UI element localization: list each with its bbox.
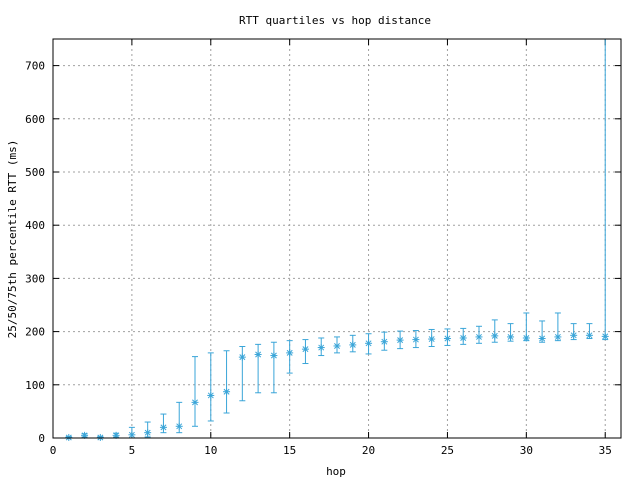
median-marker — [207, 391, 215, 399]
data-point-hop-13 — [254, 343, 262, 394]
data-point-hop-2 — [81, 431, 89, 439]
data-point-hop-9 — [191, 356, 199, 427]
y-tick-label: 400 — [25, 219, 45, 232]
data-point-hop-33 — [570, 323, 578, 341]
x-tick-label: 25 — [441, 444, 454, 457]
y-tick-label: 700 — [25, 60, 45, 73]
median-marker — [349, 341, 357, 349]
median-marker — [396, 336, 404, 344]
x-tick-label: 0 — [50, 444, 57, 457]
median-marker — [507, 333, 515, 341]
median-marker — [380, 338, 388, 346]
data-point-hop-3 — [96, 433, 104, 441]
y-tick-label: 200 — [25, 326, 45, 339]
data-point-hop-7 — [159, 413, 167, 434]
data-point-hop-14 — [270, 341, 278, 394]
median-marker — [428, 335, 436, 343]
data-point-hop-18 — [333, 336, 341, 354]
data-point-hop-30 — [522, 312, 530, 342]
data-point-hop-25 — [443, 328, 451, 346]
median-marker — [570, 331, 578, 339]
median-marker — [475, 333, 483, 341]
y-tick-labels: 0 100 200 300 400 500 600 700 — [25, 60, 45, 445]
x-tick-label: 30 — [520, 444, 533, 457]
plot-frame — [52, 38, 622, 439]
y-tick-label: 600 — [25, 113, 45, 126]
median-marker — [491, 332, 499, 340]
data-point-hop-20 — [365, 333, 373, 355]
median-marker — [412, 336, 420, 344]
median-marker — [159, 423, 167, 431]
data-point-hop-24 — [428, 328, 436, 347]
median-marker — [585, 331, 593, 339]
data-point-hop-17 — [317, 337, 325, 357]
data-point-hop-6 — [144, 421, 152, 438]
median-marker — [538, 335, 546, 343]
median-marker — [333, 342, 341, 350]
data-point-hop-15 — [286, 340, 294, 374]
median-marker — [317, 344, 325, 352]
y-tick-label: 0 — [38, 432, 45, 445]
x-tick-label: 20 — [362, 444, 375, 457]
median-marker — [65, 433, 73, 441]
axis-ticks — [52, 39, 621, 439]
y-tick-label: 100 — [25, 379, 45, 392]
median-marker — [96, 433, 104, 441]
data-point-hop-8 — [175, 401, 183, 434]
data-point-hop-23 — [412, 330, 420, 349]
data-point-hop-1 — [65, 433, 73, 441]
x-axis-label: hop — [326, 465, 346, 478]
y-tick-label: 500 — [25, 166, 45, 179]
data-point-hop-31 — [538, 320, 546, 343]
median-marker — [128, 431, 136, 439]
median-marker — [81, 431, 89, 439]
x-tick-label: 5 — [129, 444, 136, 457]
data-point-hop-29 — [507, 323, 515, 342]
data-point-hop-35 — [601, 39, 609, 341]
data-point-hop-34 — [585, 323, 593, 340]
median-marker — [443, 335, 451, 343]
x-tick-label: 35 — [599, 444, 612, 457]
median-marker — [254, 350, 262, 358]
x-tick-labels: 0 5 10 15 20 25 30 35 — [50, 444, 612, 457]
x-tick-label: 10 — [204, 444, 217, 457]
grid — [53, 39, 621, 438]
data-point-hop-22 — [396, 330, 404, 350]
data-point-hop-5 — [128, 426, 136, 439]
median-marker — [301, 345, 309, 353]
median-marker — [144, 429, 152, 437]
rtt-series — [65, 39, 609, 441]
data-point-hop-16 — [301, 339, 309, 365]
chart-title: RTT quartiles vs hop distance — [239, 14, 431, 27]
data-point-hop-21 — [380, 331, 388, 351]
median-marker — [522, 334, 530, 342]
data-point-hop-28 — [491, 319, 499, 343]
x-tick-label: 15 — [283, 444, 296, 457]
median-marker — [238, 353, 246, 361]
median-marker — [601, 332, 609, 340]
data-point-hop-32 — [554, 312, 562, 342]
data-point-hop-11 — [223, 350, 231, 414]
median-marker — [191, 398, 199, 406]
data-point-hop-26 — [459, 327, 467, 345]
median-marker — [223, 388, 231, 396]
median-marker — [270, 352, 278, 360]
median-marker — [286, 349, 294, 357]
data-point-hop-19 — [349, 334, 357, 353]
median-marker — [554, 333, 562, 341]
data-point-hop-27 — [475, 325, 483, 344]
median-marker — [459, 334, 467, 342]
y-axis-label: 25/50/75th percentile RTT (ms) — [6, 140, 19, 339]
data-point-hop-10 — [207, 352, 215, 422]
data-point-hop-12 — [238, 345, 246, 402]
y-tick-label: 300 — [25, 272, 45, 285]
median-marker — [365, 339, 373, 347]
median-marker — [175, 422, 183, 430]
